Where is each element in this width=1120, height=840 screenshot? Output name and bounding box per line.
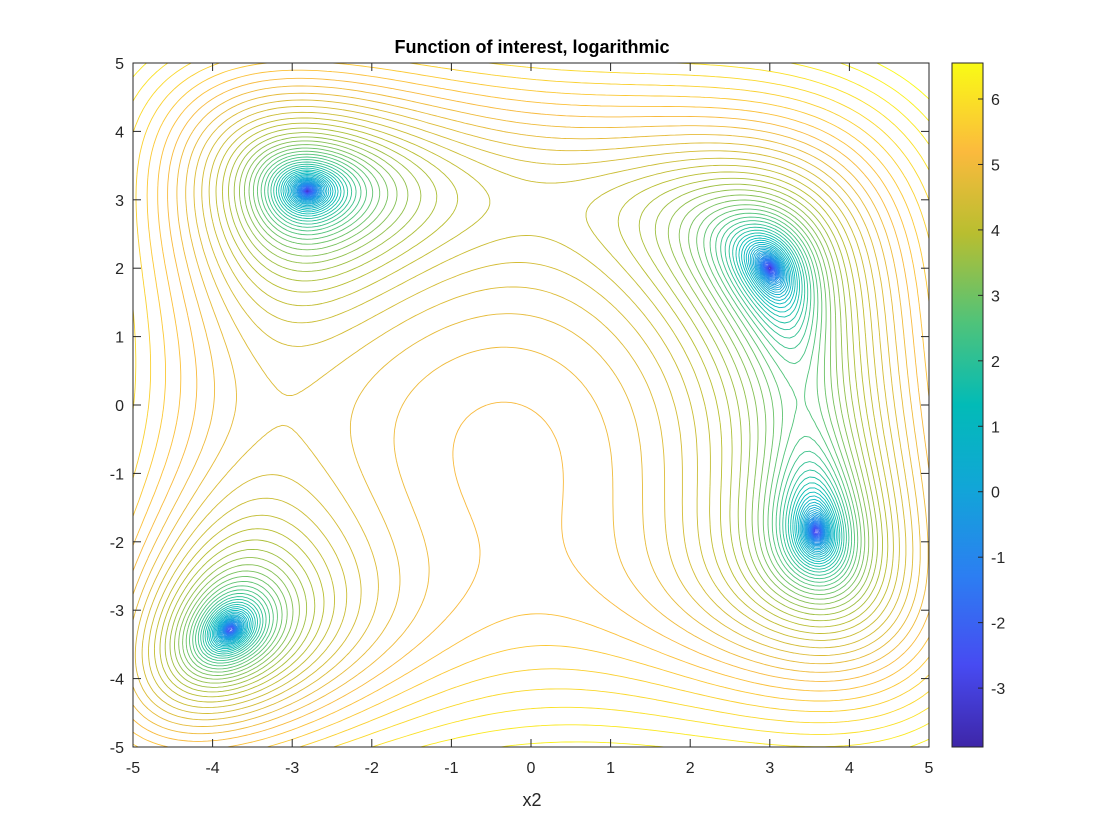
x-tick-label: 4	[845, 760, 854, 777]
contour-level-line	[218, 179, 829, 641]
contour-level-line	[133, 63, 929, 747]
contour-level-line	[133, 63, 929, 747]
x-tick-label: 0	[527, 760, 536, 777]
contour-level-line	[148, 111, 900, 709]
colorbar-tick-label: 0	[991, 485, 1000, 502]
x-tick-label: -2	[365, 760, 379, 777]
colorbar-gradient	[951, 62, 984, 748]
y-axis-ticks: -5 -4 -3 -2 -1 0 1 2 3 4 5	[110, 56, 929, 757]
plot-area	[132, 62, 930, 748]
contour-level-line	[220, 181, 827, 640]
y-tick-label: 2	[115, 261, 124, 278]
contour-level-line	[222, 183, 825, 638]
contour-level-line	[133, 69, 929, 747]
contour-level-line	[178, 140, 870, 680]
y-tick-label: 1	[115, 330, 124, 347]
contour-level-line	[189, 150, 859, 670]
contour-level-line	[215, 176, 832, 644]
chart-title: Function of interest, logarithmic	[394, 37, 669, 57]
y-tick-label: 5	[115, 56, 124, 73]
colorbar-tick-label: -3	[991, 681, 1005, 698]
colorbar-tick-label: 4	[991, 223, 1000, 240]
y-tick-label: -2	[110, 535, 124, 552]
x-axis-ticks: -5 -4 -3 -2 -1 0 1 2 3 4 5	[126, 63, 934, 777]
x-tick-label: 5	[925, 760, 934, 777]
colorbar-tick-label: -1	[991, 550, 1005, 567]
contour-level-line	[133, 63, 929, 747]
contour-level-line	[221, 182, 825, 638]
contour-level-line	[133, 85, 929, 735]
y-tick-label: 0	[115, 398, 124, 415]
contour-level-line	[133, 77, 929, 742]
contour-level-line	[221, 182, 826, 639]
contour-level-line	[223, 183, 824, 637]
contour-level-line	[219, 180, 828, 640]
contour-level-line	[202, 163, 845, 657]
contour-level-line	[213, 174, 834, 647]
x-tick-label: -4	[205, 760, 219, 777]
contour-level-line	[197, 159, 850, 662]
colorbar-tick-label: 5	[991, 157, 1000, 174]
x-tick-label: -3	[285, 760, 299, 777]
contour-level-line	[169, 132, 879, 688]
y-tick-label: 4	[115, 124, 124, 141]
contour-level-line	[214, 175, 833, 645]
contour-level-line	[200, 161, 847, 659]
y-tick-label: -1	[110, 466, 124, 483]
colorbar-tick-label: 6	[991, 92, 1000, 109]
contour-level-line	[192, 153, 855, 667]
contour-level-line	[141, 105, 907, 714]
colorbar-tick-label: 3	[991, 288, 1000, 305]
colorbar-ticks: -3 -2 -1 0 1 2 3 4 5 6	[978, 92, 1005, 698]
colorbar	[951, 62, 984, 748]
contour-level-line	[217, 178, 830, 642]
contour-level-line	[174, 136, 874, 684]
contour-level-line	[185, 147, 862, 673]
x-tick-label: -5	[126, 760, 140, 777]
contour-level-line	[216, 177, 830, 643]
contour-level-line	[204, 165, 843, 655]
y-tick-label: 3	[115, 193, 124, 210]
contour-level-line	[134, 99, 914, 721]
x-tick-label: -1	[444, 760, 458, 777]
y-tick-label: -5	[110, 740, 124, 757]
colorbar-tick-label: 1	[991, 419, 1000, 436]
contour-level-line	[876, 63, 929, 100]
contour-level-line	[210, 171, 837, 650]
contour-level-line	[208, 169, 839, 651]
contour-level-line	[164, 127, 883, 693]
y-tick-label: -3	[110, 603, 124, 620]
x-axis-label: x2	[522, 790, 541, 810]
x-tick-label: 1	[606, 760, 615, 777]
contour-level-line	[153, 117, 894, 703]
contour-level-line	[195, 156, 853, 664]
x-tick-label: 2	[686, 760, 695, 777]
contour-level-line	[133, 92, 921, 727]
contour-level-line	[211, 172, 836, 648]
x-tick-label: 3	[765, 760, 774, 777]
contour-level-line	[182, 144, 866, 676]
colorbar-tick-label: -2	[991, 616, 1005, 633]
plot-background	[133, 63, 929, 747]
contour-lines	[133, 63, 929, 747]
y-tick-label: -4	[110, 672, 124, 689]
contour-level-line	[206, 167, 841, 653]
colorbar-tick-label: 2	[991, 354, 1000, 371]
contour-level-line	[159, 122, 889, 698]
